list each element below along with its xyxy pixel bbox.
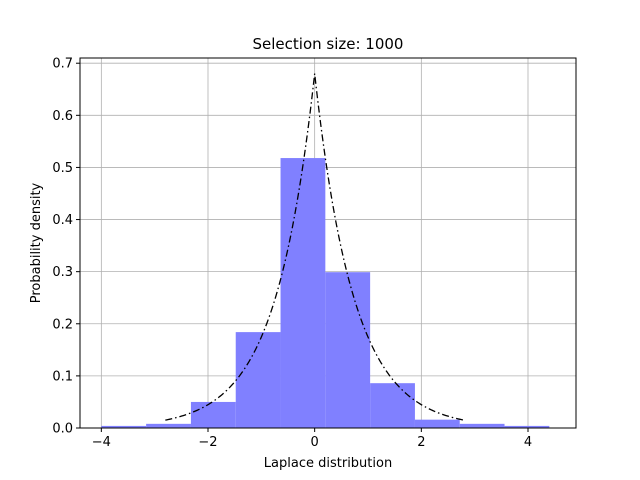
histogram-bar (190, 401, 236, 428)
x-axis-label: Laplace distribution (264, 456, 392, 471)
histogram-bars (101, 158, 550, 428)
x-tick-label: 2 (417, 435, 425, 450)
y-tick-label: 0.3 (52, 265, 73, 280)
x-tick-label: −2 (198, 435, 217, 450)
y-tick-label: 0.1 (52, 369, 73, 384)
histogram-bar (370, 383, 415, 428)
plot-frame (79, 57, 577, 429)
y-axis-ticks: 0.0 0.1 0.2 0.3 0.4 0.5 0.6 0.7 (52, 57, 80, 437)
histogram-bar (414, 419, 460, 428)
y-tick-label: 0.5 (52, 161, 73, 176)
x-tick-label: 4 (524, 435, 532, 450)
pdf-curve (165, 73, 465, 421)
y-tick-label: 0.0 (52, 422, 73, 437)
histogram-bar (325, 272, 371, 428)
histogram-bar (146, 423, 191, 428)
y-tick-label: 0.2 (52, 317, 73, 332)
x-tick-label: 0 (311, 435, 319, 450)
y-tick-label: 0.7 (52, 57, 73, 72)
histogram-bar (504, 425, 550, 428)
y-tick-label: 0.4 (52, 213, 73, 228)
histogram-bar (280, 158, 326, 428)
histogram-bar (101, 425, 147, 428)
chart-title: Selection size: 1000 (253, 35, 404, 53)
y-tick-label: 0.6 (52, 109, 73, 124)
laplace-pdf-line (165, 73, 465, 421)
histogram-bar (459, 423, 505, 428)
y-axis-label: Probability density (29, 182, 44, 303)
histogram-bar (235, 332, 281, 428)
x-axis-ticks: −4 −2 0 2 4 (92, 428, 532, 450)
x-tick-label: −4 (92, 435, 111, 450)
